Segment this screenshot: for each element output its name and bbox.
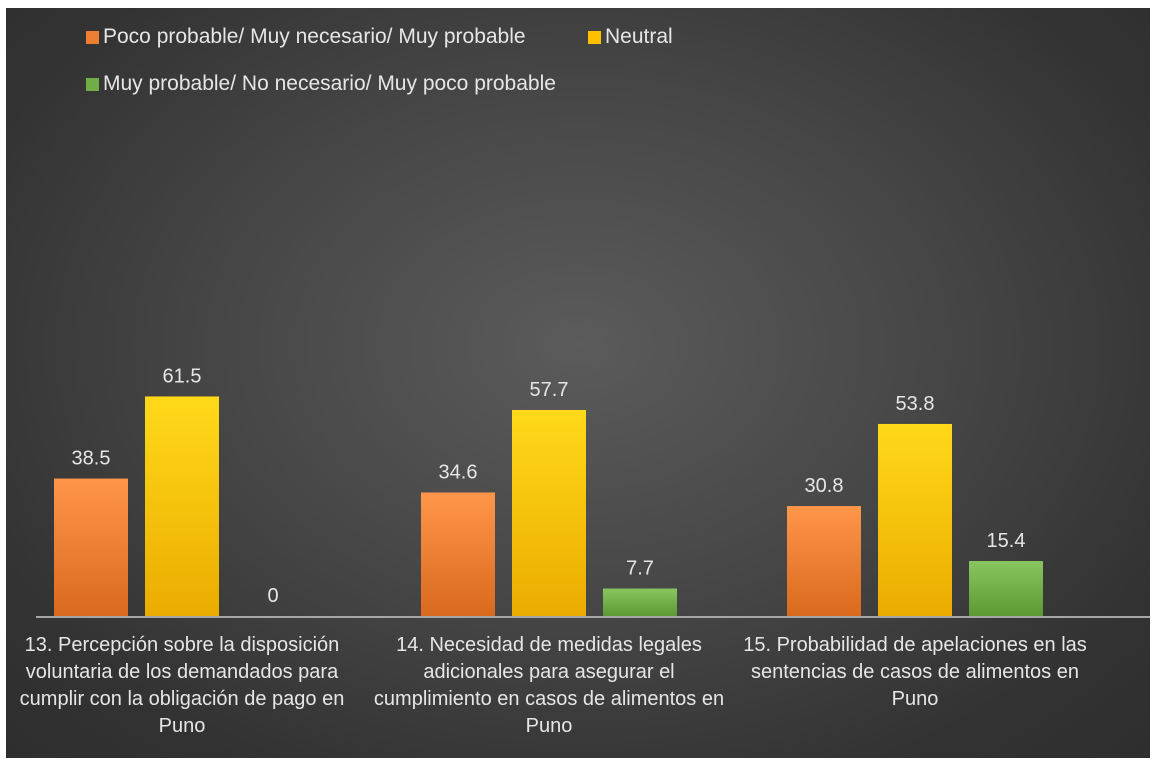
data-label-series1-cat3: 30.8 — [805, 475, 844, 497]
legend-label-2: Neutral — [605, 25, 673, 48]
x-tick-label-1: 13. Percepción sobre la disposición volu… — [19, 634, 345, 737]
legend-swatch-1 — [86, 30, 99, 44]
x-tick-label-2: 14. Necesidad de medidas legales adicion… — [373, 634, 725, 737]
data-label-series3-cat1: 0 — [267, 585, 278, 607]
data-label-series1-cat1: 38.5 — [72, 448, 111, 470]
bar-series2-cat2 — [512, 410, 586, 616]
bar-series3-cat3 — [969, 561, 1043, 616]
data-label-series2-cat1: 61.5 — [163, 365, 202, 387]
data-label-series3-cat3: 15.4 — [987, 530, 1026, 552]
bar-series1-cat2 — [421, 492, 495, 616]
bar-series1-cat1 — [54, 478, 128, 616]
bar-series2-cat3 — [878, 423, 952, 616]
bar-series1-cat3 — [787, 506, 861, 616]
legend-label-1: Poco probable/ Muy necesario/ Muy probab… — [103, 25, 526, 48]
legend-item-3: Muy probable/ No necesario/ Muy poco pro… — [86, 72, 556, 96]
legend-label-3: Muy probable/ No necesario/ Muy poco pro… — [103, 72, 556, 95]
data-label-series1-cat2: 34.6 — [439, 461, 478, 483]
bar-series2-cat1 — [145, 396, 219, 616]
legend-item-2: Neutral — [588, 25, 673, 49]
chart-area: 38.5 34.6 30.8 61.5 57.7 53.8 0 7.7 15.4 Poco pr… — [6, 8, 1150, 758]
legend-item-1: Poco probable/ Muy necesario/ Muy probab… — [86, 25, 526, 49]
data-label-series2-cat2: 57.7 — [530, 379, 569, 401]
data-label-series3-cat2: 7.7 — [626, 558, 654, 580]
data-label-series2-cat3: 53.8 — [896, 393, 935, 415]
bar-series3-cat2 — [603, 588, 677, 616]
x-tick-label-3: 15. Probabilidad de apelaciones en las s… — [743, 634, 1087, 710]
chart-plot: 38.5 34.6 30.8 61.5 57.7 53.8 0 7.7 15.4 — [36, 365, 1150, 618]
legend-swatch-3 — [86, 77, 99, 91]
legend-swatch-2 — [588, 30, 601, 44]
